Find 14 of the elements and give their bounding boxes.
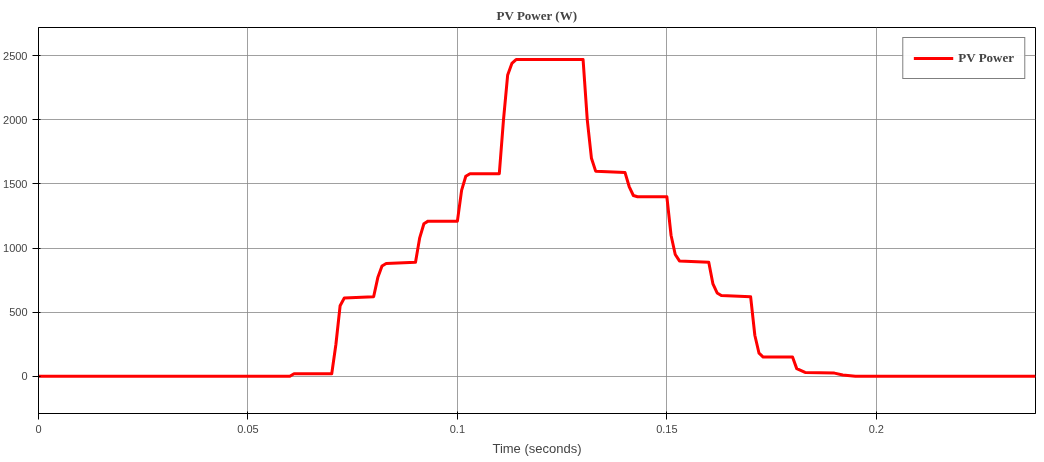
legend-label: PV Power: [958, 50, 1014, 66]
x-tick-label: 0.2: [868, 422, 884, 435]
y-tick-label: 2000: [3, 113, 28, 126]
x-axis-title: Time (seconds): [492, 440, 582, 456]
y-tick-label: 0: [21, 370, 28, 383]
x-tick-label: 0.05: [237, 422, 259, 435]
y-tick-label: 500: [9, 306, 28, 319]
y-tick-label: 1000: [3, 242, 28, 255]
x-tick-label: 0.1: [449, 422, 466, 435]
y-tick-label: 1500: [3, 177, 28, 190]
y-tick-label: 2500: [3, 49, 28, 62]
x-tick-label: 0.15: [656, 422, 678, 435]
chart-title: PV Power (W): [496, 7, 577, 23]
x-tick-label: 0: [35, 422, 42, 435]
